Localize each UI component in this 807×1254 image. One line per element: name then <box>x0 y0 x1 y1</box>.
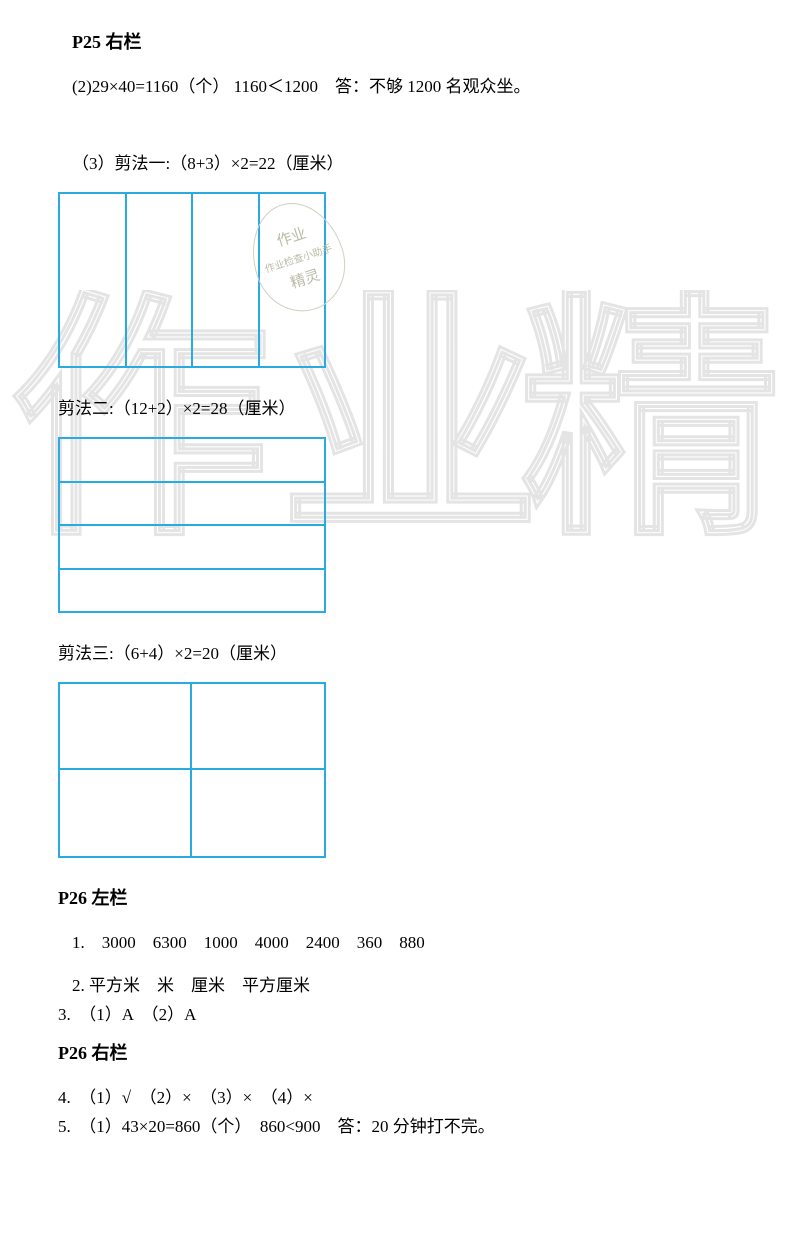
diagram-cut1-strip <box>260 194 325 366</box>
diagram-cut2-strip <box>60 439 324 483</box>
section-p26-right-title: P26 右栏 <box>58 1039 749 1065</box>
p26-answer-2: 2. 平方米 米 厘米 平方厘米 <box>72 971 749 996</box>
section-p25-right-title: P25 右栏 <box>72 28 749 54</box>
p26-answer-4: 4. （1）√ （2）× （3）× （4）× <box>58 1083 749 1108</box>
answer-q3-cut1: （3）剪法一:（8+3）×2=22（厘米） <box>72 149 749 174</box>
p26-answer-1: 1. 3000 6300 1000 4000 2400 360 880 <box>72 928 749 953</box>
diagram-cut2-strip <box>60 570 324 612</box>
p26-answer-5: 5. （1）43×20=860（个） 860<900 答：20 分钟打不完。 <box>58 1112 749 1137</box>
p26-answer-3: 3. （1）A （2）A <box>58 1000 749 1025</box>
diagram-cut3-cell <box>192 770 324 856</box>
diagram-cut2-strip <box>60 483 324 527</box>
section-p26-left-title: P26 左栏 <box>58 884 749 910</box>
answer-q2: (2)29×40=1160（个） 1160＜1200 答：不够 1200 名观众… <box>72 72 749 97</box>
diagram-cut2-strip <box>60 526 324 570</box>
diagram-cut1 <box>58 192 326 368</box>
diagram-cut3-cell <box>60 770 192 856</box>
diagram-cut1-strip <box>193 194 260 366</box>
diagram-cut1-strip <box>60 194 127 366</box>
diagram-cut1-strip <box>127 194 194 366</box>
diagram-cut3-cell <box>192 684 324 770</box>
diagram-cut2 <box>58 437 326 613</box>
diagram-cut3 <box>58 682 326 858</box>
answer-cut3: 剪法三:（6+4）×2=20（厘米） <box>58 639 749 664</box>
diagram-cut3-cell <box>60 684 192 770</box>
answer-cut2: 剪法二:（12+2）×2=28（厘米） <box>58 394 749 419</box>
